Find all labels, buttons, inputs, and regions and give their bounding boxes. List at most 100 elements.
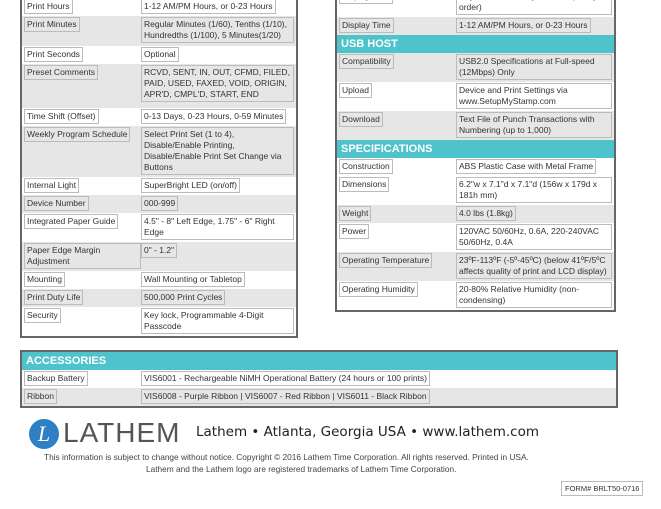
row-label: Print Seconds [24,47,83,62]
value-cell: 0" - 1.2" [141,243,294,258]
section-header: ACCESSORIES [22,352,616,370]
table-row: Dimensions 6.2"w x 7.1"d x 7.1"d (156w x … [337,176,614,205]
row-value: 120VAC 50/60Hz, 0.6A, 220-240VAC 50/60Hz… [456,224,612,250]
label-cell: Display Date [339,0,456,4]
table-row: Integrated Paper Guide 4.5" - 8" Left Edg… [22,213,296,242]
table-row: Compatibility USB2.0 Specifications at Fu… [337,53,614,82]
table-row: Time Shift (Offset) 0-13 Days, 0-23 Hours… [22,108,296,126]
value-cell: 0-13 Days, 0-23 Hours, 0-59 Minutes [141,109,294,124]
row-label: Device Number [24,196,89,211]
label-cell: Operating Humidity [339,282,456,297]
row-label: Power [339,224,370,239]
row-label: Upload [339,83,372,98]
label-cell: Security [24,308,141,323]
label-cell: Preset Comments [24,65,141,80]
row-label: Download [339,112,383,127]
value-cell: 500,000 Print Cycles [141,290,294,305]
row-value: 23ºF-113ºF (-5º-45ºC) (below 41ºF/5ºC af… [456,253,612,279]
label-cell: Weekly Program Schedule [24,127,141,142]
row-label: Operating Humidity [339,282,418,297]
row-value: 0" - 1.2" [141,243,178,258]
row-label: Print Hours [24,0,73,14]
table-row: Operating Humidity 20-80% Relative Humidi… [337,281,614,310]
value-cell: Optional [141,47,294,62]
table-row: Display Time 1-12 AM/PM Hours, or 0-23 Ho… [337,17,614,35]
row-label: Weekly Program Schedule [24,127,131,142]
row-label: Internal Light [24,178,80,193]
value-cell: SuperBright LED (on/off) [141,178,294,193]
form-number: FORM# BRLT50-0716 [561,481,644,496]
row-value: USB2.0 Specifications at Full-speed (12M… [456,54,612,80]
value-cell: 6.2"w x 7.1"d x 7.1"d (156w x 179d x 181… [456,177,612,203]
row-label: Mounting [24,272,65,287]
row-value: VIS6008 - Purple Ribbon | VIS6007 - Red … [141,389,430,404]
value-cell: 000-999 [141,196,294,211]
row-value: Day, Month and Day of Week (in any order… [456,0,612,15]
row-value: Select Print Set (1 to 4), Disable/Enabl… [141,127,294,175]
label-cell: Internal Light [24,178,141,193]
label-cell: Time Shift (Offset) [24,109,141,124]
row-value: Optional [141,47,179,62]
trademark-line: Lathem and the Lathem logo are registere… [146,464,457,474]
value-cell: 1-12 AM/PM Hours, or 0-23 Hours [141,0,294,14]
table-row: Upload Device and Print Settings via www.… [337,82,614,111]
row-label: Construction [339,159,393,174]
table-row: Download Text File of Punch Transactions … [337,111,614,140]
row-label: Display Date [339,0,394,4]
table-row: Print Hours 1-12 AM/PM Hours, or 0-23 Hou… [22,0,296,16]
table-row: Power 120VAC 50/60Hz, 0.6A, 220-240VAC 50… [337,223,614,252]
row-value: 000-999 [141,196,179,211]
table-row: Print Minutes Regular Minutes (1/60), Ten… [22,16,296,46]
value-cell: VIS6008 - Purple Ribbon | VIS6007 - Red … [141,389,614,404]
row-label: Backup Battery [24,371,88,386]
value-cell: ABS Plastic Case with Metal Frame [456,159,612,174]
value-cell: 1-12 AM/PM Hours, or 0-23 Hours [456,18,612,33]
value-cell: Wall Mounting or Tabletop [141,272,294,287]
label-cell: Download [339,112,456,127]
row-label: Ribbon [24,389,57,404]
label-cell: Print Minutes [24,17,141,32]
label-cell: Print Seconds [24,47,141,62]
value-cell: Select Print Set (1 to 4), Disable/Enabl… [141,127,294,175]
value-cell: Device and Print Settings via www.SetupM… [456,83,612,109]
label-cell: Display Time [339,18,456,33]
value-cell: 4.5" - 8" Left Edge, 1.75" - 6" Right Ed… [141,214,294,240]
table-row: Paper Edge Margin Adjustment 0" - 1.2" [22,242,296,271]
row-value: 1-12 AM/PM Hours, or 0-23 Hours [141,0,276,14]
row-label: Weight [339,206,372,221]
table-row: Mounting Wall Mounting or Tabletop [22,271,296,289]
table-row: Construction ABS Plastic Case with Metal … [337,158,614,176]
value-cell: 120VAC 50/60Hz, 0.6A, 220-240VAC 50/60Hz… [456,224,612,250]
row-value: 0-13 Days, 0-23 Hours, 0-59 Minutes [141,109,287,124]
row-value: Text File of Punch Transactions with Num… [456,112,612,138]
value-cell: 23ºF-113ºF (-5º-45ºC) (below 41ºF/5ºC af… [456,253,612,279]
label-cell: Upload [339,83,456,98]
row-value: 6.2"w x 7.1"d x 7.1"d (156w x 179d x 181… [456,177,612,203]
value-cell: USB2.0 Specifications at Full-speed (12M… [456,54,612,80]
table-row: Display Date Day, Month and Day of Week (… [337,0,614,17]
logo-wordmark: LATHEM [63,417,181,448]
row-value: Device and Print Settings via www.SetupM… [456,83,612,109]
value-cell: Key lock, Programmable 4-Digit Passcode [141,308,294,334]
table-row: Print Seconds Optional [22,46,296,64]
label-cell: Ribbon [24,389,141,404]
value-cell: 20-80% Relative Humidity (non-condensing… [456,282,612,308]
row-label: Paper Edge Margin Adjustment [24,243,141,269]
row-label: Security [24,308,61,323]
label-cell: Print Hours [24,0,141,14]
table-row: Operating Temperature 23ºF-113ºF (-5º-45º… [337,252,614,281]
label-cell: Mounting [24,272,141,287]
lathem-logo: L [29,419,59,449]
row-value: SuperBright LED (on/off) [141,178,240,193]
row-label: Print Minutes [24,17,80,32]
value-cell: Day, Month and Day of Week (in any order… [456,0,612,15]
row-label: Compatibility [339,54,394,69]
label-cell: Backup Battery [24,371,141,386]
row-value: 500,000 Print Cycles [141,290,226,305]
row-label: Display Time [339,18,394,33]
table-row: Device Number 000-999 [22,195,296,213]
row-label: Print Duty Life [24,290,84,305]
label-cell: Construction [339,159,456,174]
table-row: Ribbon VIS6008 - Purple Ribbon | VIS6007 … [22,388,616,406]
row-value: 4.5" - 8" Left Edge, 1.75" - 6" Right Ed… [141,214,294,240]
